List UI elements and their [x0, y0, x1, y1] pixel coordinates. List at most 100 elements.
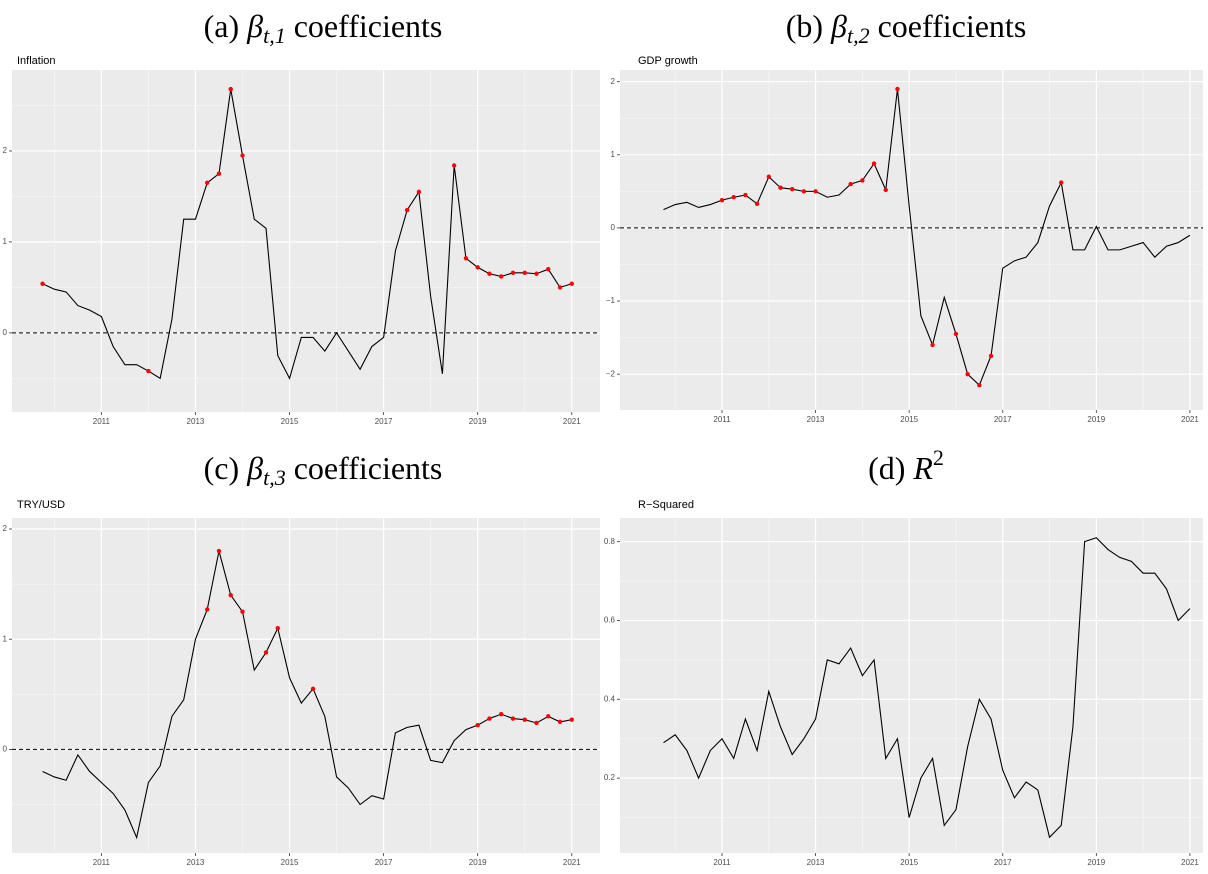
highlight-point	[860, 178, 865, 183]
highlight-point	[719, 197, 725, 203]
title-symbol: β	[830, 8, 847, 44]
highlight-point	[731, 195, 736, 200]
highlight-point	[534, 720, 539, 726]
x-tick-label: 2013	[807, 858, 825, 867]
panel: (a) βt,1 coefficients Inflation 0 1 2 2011 201…	[3, 8, 600, 426]
x-tick-label: 2011	[713, 858, 731, 867]
highlight-point	[546, 266, 551, 272]
y-tick-label: 1	[611, 150, 616, 159]
plot-background	[620, 518, 1203, 853]
x-tick-label: 2017	[994, 415, 1012, 424]
highlight-point	[522, 270, 527, 276]
title-suffix: coefficients	[870, 8, 1027, 44]
title-label: (b)	[786, 8, 823, 44]
panel-title: (d) R2	[868, 445, 944, 486]
highlight-point	[310, 686, 316, 692]
y-tick-label: 0.6	[604, 616, 616, 625]
highlight-point	[743, 192, 748, 198]
y-tick-label: 0.2	[604, 773, 616, 782]
y-tick-label: −2	[606, 369, 616, 378]
y-tick-label: 0.4	[604, 694, 616, 703]
highlight-point	[754, 201, 760, 207]
title-space	[823, 8, 831, 44]
x-tick-label: 2019	[1087, 858, 1105, 867]
x-tick-label: 2017	[994, 858, 1012, 867]
panel-title: (a) βt,1 coefficients	[204, 8, 443, 48]
highlight-point	[801, 189, 807, 194]
panel: (d) R2 R−Squared 0.2 0.4 0.6 0.8 2011 2013 2015 2…	[604, 445, 1203, 867]
panel-subtitle: GDP growth	[638, 55, 698, 67]
plot-background	[620, 70, 1203, 410]
data-line	[663, 88, 1191, 387]
y-tick-label: 1	[3, 634, 8, 643]
highlight-point	[988, 353, 994, 359]
highlight-point	[146, 368, 151, 374]
title-suffix: coefficients	[286, 450, 443, 486]
x-tick-label: 2015	[281, 858, 299, 867]
data-line	[663, 537, 1191, 839]
title-symbol: β	[246, 8, 263, 44]
title-symbol: R	[912, 450, 933, 486]
data-line	[42, 550, 572, 840]
highlight-point	[205, 180, 210, 185]
panel-subtitle: Inflation	[17, 55, 56, 67]
x-tick-label: 2015	[900, 415, 918, 424]
panel: (c) βt,3 coefficients TRY/USD 0 1 2 2011 2013 2…	[3, 450, 600, 867]
x-tick-label: 2019	[1087, 415, 1105, 424]
highlight-point	[475, 722, 480, 728]
plot-background	[12, 70, 600, 412]
x-tick-label: 2021	[563, 417, 581, 426]
x-tick-label: 2015	[281, 417, 299, 426]
y-tick-label: 1	[3, 237, 8, 246]
panel-title: (b) βt,2 coefficients	[786, 8, 1027, 48]
x-tick-label: 2021	[563, 858, 581, 867]
highlight-point	[569, 717, 574, 722]
data-line	[42, 89, 572, 380]
x-tick-label: 2011	[93, 858, 111, 867]
x-tick-label: 2019	[469, 417, 487, 426]
highlight-point	[848, 181, 853, 187]
highlight-point	[965, 371, 970, 377]
highlight-point	[1059, 180, 1064, 185]
highlight-point	[546, 714, 551, 719]
title-space	[239, 450, 247, 486]
title-space	[239, 8, 247, 44]
highlight-point	[228, 592, 233, 598]
panel-title: (c) βt,3 coefficients	[204, 450, 443, 490]
x-tick-label: 2021	[1181, 858, 1199, 867]
y-tick-label: 0	[3, 328, 8, 337]
title-subscript: t,1	[263, 23, 286, 48]
x-tick-label: 2013	[807, 415, 825, 424]
x-tick-label: 2017	[375, 858, 393, 867]
highlight-point	[205, 607, 210, 612]
y-tick-label: 2	[3, 146, 8, 155]
x-tick-label: 2015	[900, 858, 918, 867]
highlight-point	[778, 185, 783, 190]
x-tick-label: 2019	[469, 858, 487, 867]
x-tick-label: 2021	[1181, 415, 1199, 424]
highlight-point	[499, 711, 504, 717]
highlight-point	[569, 281, 574, 286]
panel: (b) βt,2 coefficients GDP growth −2 −1 0 1 2 20…	[606, 8, 1203, 424]
title-symbol: β	[246, 450, 263, 486]
highlight-point	[475, 265, 480, 270]
title-subscript: t,3	[263, 465, 286, 490]
title-space	[905, 450, 913, 486]
highlight-point	[240, 609, 245, 614]
y-tick-label: 2	[611, 77, 616, 86]
x-tick-label: 2013	[187, 417, 205, 426]
highlight-point	[216, 171, 222, 176]
highlight-point	[766, 174, 771, 179]
highlight-point	[275, 625, 280, 631]
title-label: (a)	[204, 8, 240, 44]
title-superscript: 2	[933, 445, 944, 470]
highlight-point	[871, 161, 877, 166]
highlight-point	[416, 189, 422, 195]
highlight-point	[463, 256, 469, 261]
highlight-point	[487, 716, 492, 721]
x-tick-label: 2011	[713, 415, 731, 424]
highlight-point	[977, 382, 982, 388]
highlight-point	[557, 285, 563, 290]
highlight-point	[228, 86, 233, 92]
title-label: (c)	[204, 450, 240, 486]
